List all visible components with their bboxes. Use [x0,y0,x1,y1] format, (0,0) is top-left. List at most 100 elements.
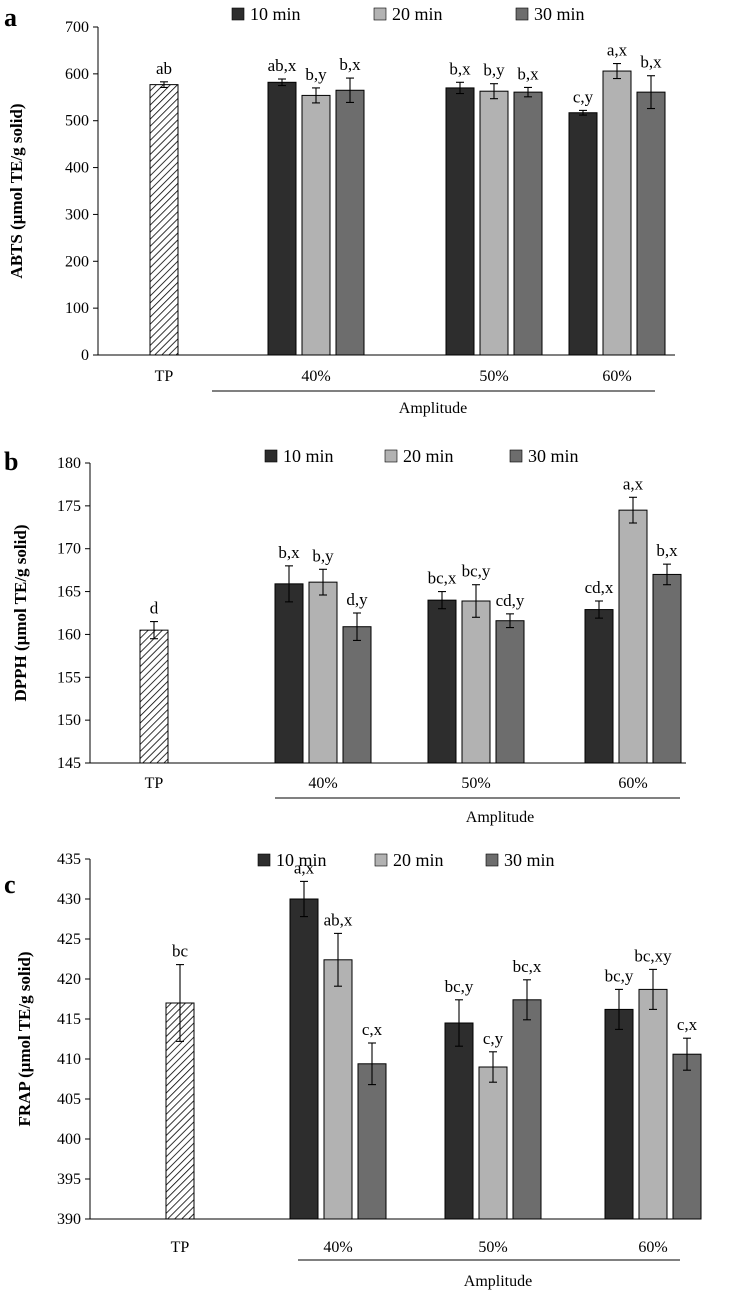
bar-60pct-30-min [636,91,666,356]
y-tick-label: 180 [57,455,81,472]
x-category-label: 50% [478,1239,507,1256]
y-tick-label: 700 [65,19,89,36]
legend-swatch-10-min [264,449,278,463]
y-tick-label: 415 [57,1011,81,1028]
sig-label: cd,x [585,578,614,597]
bar-60pct-30-min [672,1053,702,1220]
y-tick-label: 500 [65,113,89,130]
bar-40pct-30-min [342,626,372,764]
sig-label: bc,xy [634,946,672,965]
bar-50pct-30-min [513,91,543,356]
bar-40pct-10-min [267,81,297,356]
y-tick-label: 400 [57,1131,81,1148]
bar-TP [139,629,169,764]
y-tick-label: 300 [65,206,89,223]
bar-40pct-10-min [289,898,319,1220]
bar-60pct-10-min [604,1008,634,1220]
sig-label: d,y [346,590,368,609]
bar-50pct-10-min [427,599,457,764]
sig-label: a,x [294,858,315,877]
sig-label: c,y [483,1029,504,1048]
bar-40pct-30-min [357,1063,387,1220]
sig-label: a,x [623,474,644,493]
x-category-label: 40% [308,775,337,792]
sig-label: b,x [517,64,539,83]
sig-label: b,x [656,541,678,560]
sig-label: b,y [483,61,505,80]
x-category-label: TP [145,775,164,792]
y-axis-title: ABTS (μmol TE/g solid) [7,103,26,278]
sig-label: b,x [278,543,300,562]
legend-swatch-20-min [374,853,388,867]
sig-label: bc,x [513,957,542,976]
sig-label: b,x [449,59,471,78]
bar-40pct-30-min [335,89,365,356]
bar-50pct-30-min [512,999,542,1220]
y-tick-label: 420 [57,971,81,988]
x-category-label: TP [171,1239,190,1256]
sig-label: ab,x [268,56,297,75]
chart-panel-b: b 10 min 20 min 30 min DPPH (μmol TE/g solid… [4,446,686,826]
sig-label: b,y [312,546,334,565]
x-axis-title: Amplitude [399,400,467,417]
sig-label: c,x [362,1020,383,1039]
legend-label: 20 min [392,4,443,24]
legend-swatch-10-min [231,7,245,21]
legend-swatch-30-min [485,853,499,867]
y-axis-title: DPPH (μmol TE/g solid) [11,525,30,702]
y-tick-label: 410 [57,1051,81,1068]
y-tick-label: 175 [57,498,81,515]
sig-label: cd,y [496,591,525,610]
sig-label: b,x [640,53,662,72]
legend-swatch-20-min [373,7,387,21]
x-category-label: TP [155,368,174,385]
y-tick-label: 165 [57,584,81,601]
bar-40pct-20-min [323,959,353,1220]
bar-60pct-20-min [638,988,668,1220]
y-tick-label: 155 [57,669,81,686]
x-category-label: 50% [479,368,508,385]
legend-label: 10 min [283,446,334,466]
legend-label: 20 min [403,446,454,466]
legend-label: 10 min [276,850,327,870]
y-tick-label: 100 [65,300,89,317]
x-category-label: 60% [638,1239,667,1256]
bar-50pct-20-min [479,90,509,356]
x-category-label: 60% [602,368,631,385]
x-category-label: 60% [618,775,647,792]
panel-letter: c [4,870,16,899]
bar-TP [149,84,179,356]
bar-50pct-20-min [478,1066,508,1220]
bar-50pct-20-min [461,600,491,764]
y-tick-label: 600 [65,66,89,83]
legend-label: 30 min [528,446,579,466]
chart-panel-c: c 10 min 20 min 30 min FRAP (μmol TE/g solid… [4,850,702,1290]
bar-60pct-20-min [618,509,648,764]
panel-letter: b [4,447,18,476]
x-category-label: 50% [461,775,490,792]
bar-40pct-10-min [274,583,304,764]
sig-label: a,x [607,41,628,60]
sig-label: ab [156,59,172,78]
bar-50pct-30-min [495,620,525,764]
y-tick-label: 170 [57,541,81,558]
sig-label: bc,y [445,977,474,996]
y-tick-label: 405 [57,1091,81,1108]
panel-letter: a [4,3,17,32]
sig-label: bc,y [605,966,634,985]
sig-label: ab,x [324,910,353,929]
y-tick-label: 150 [57,712,81,729]
legend-swatch-10-min [257,853,271,867]
legend-swatch-20-min [384,449,398,463]
y-tick-label: 0 [81,347,89,364]
y-tick-label: 390 [57,1211,81,1228]
legend-swatch-30-min [515,7,529,21]
sig-label: bc,y [462,562,491,581]
bar-60pct-10-min [584,609,614,764]
sig-label: bc,x [428,569,457,588]
x-category-label: 40% [301,368,330,385]
sig-label: c,x [677,1015,698,1034]
bar-60pct-30-min [652,573,682,764]
bar-40pct-20-min [301,94,331,356]
